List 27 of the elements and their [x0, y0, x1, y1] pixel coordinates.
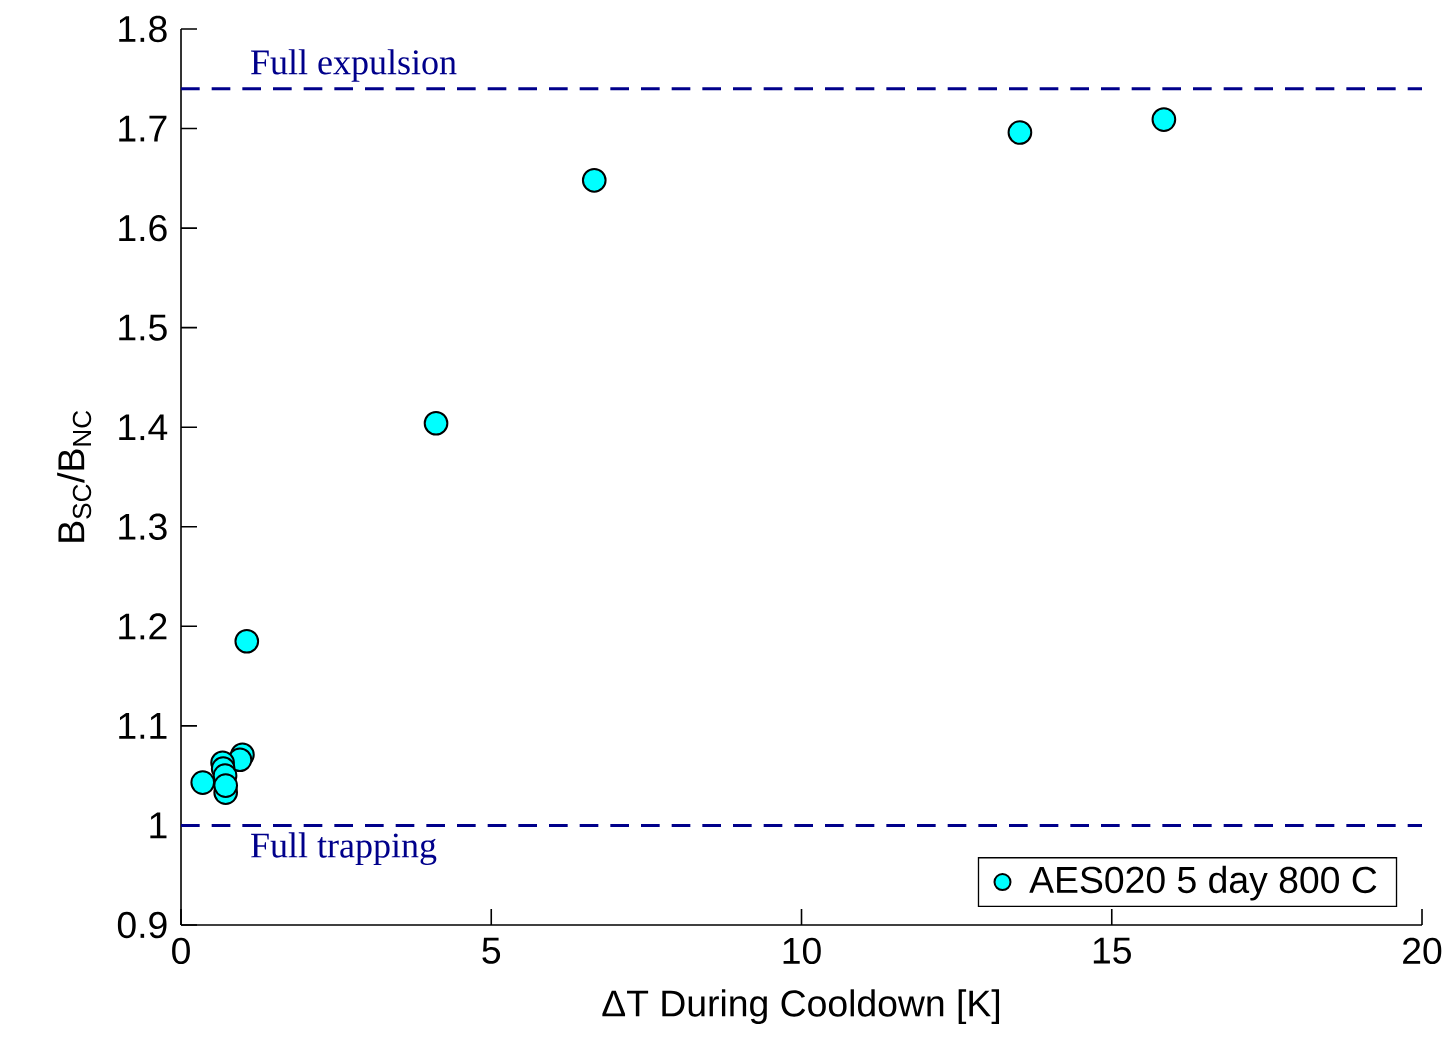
- legend-label: AES020 5 day 800 C: [1029, 865, 1377, 901]
- y-tick-label: 1.4: [119, 414, 168, 441]
- y-tick-label: 1.2: [119, 613, 167, 640]
- y-axis-title: B$_{SC}$/B$_{NC}$: [57, 410, 92, 542]
- ref-line-label: Full expulsion: [251, 49, 457, 82]
- point: [581, 167, 607, 193]
- y-tick-label: 1.5: [119, 314, 167, 341]
- x-tick-label: 15: [1093, 937, 1131, 964]
- point: [234, 628, 260, 654]
- x-tick-label: 10: [783, 937, 821, 965]
- y-tick-label: 1.8: [119, 15, 167, 43]
- y-tick-label: 1.3: [119, 513, 167, 540]
- point: [1151, 107, 1177, 132]
- point: [213, 773, 239, 798]
- point: [423, 410, 449, 436]
- y-tick-label: 1.7: [119, 115, 167, 142]
- y-tick-label: 1: [150, 812, 167, 839]
- point: [190, 770, 216, 795]
- x-tick-label: 20: [1403, 937, 1442, 965]
- ref-line-label: Full trapping: [251, 832, 437, 866]
- y-tick-label: 1.1: [119, 713, 167, 739]
- x-tick-label: 0: [172, 937, 190, 965]
- y-tick-label: 0.9: [117, 911, 167, 939]
- point: [1007, 120, 1033, 145]
- x-tick-label: 5: [482, 937, 501, 964]
- x-axis-title: ΔT During Cooldown [K]: [602, 989, 1000, 1025]
- y-tick-label: 1.6: [119, 214, 167, 242]
